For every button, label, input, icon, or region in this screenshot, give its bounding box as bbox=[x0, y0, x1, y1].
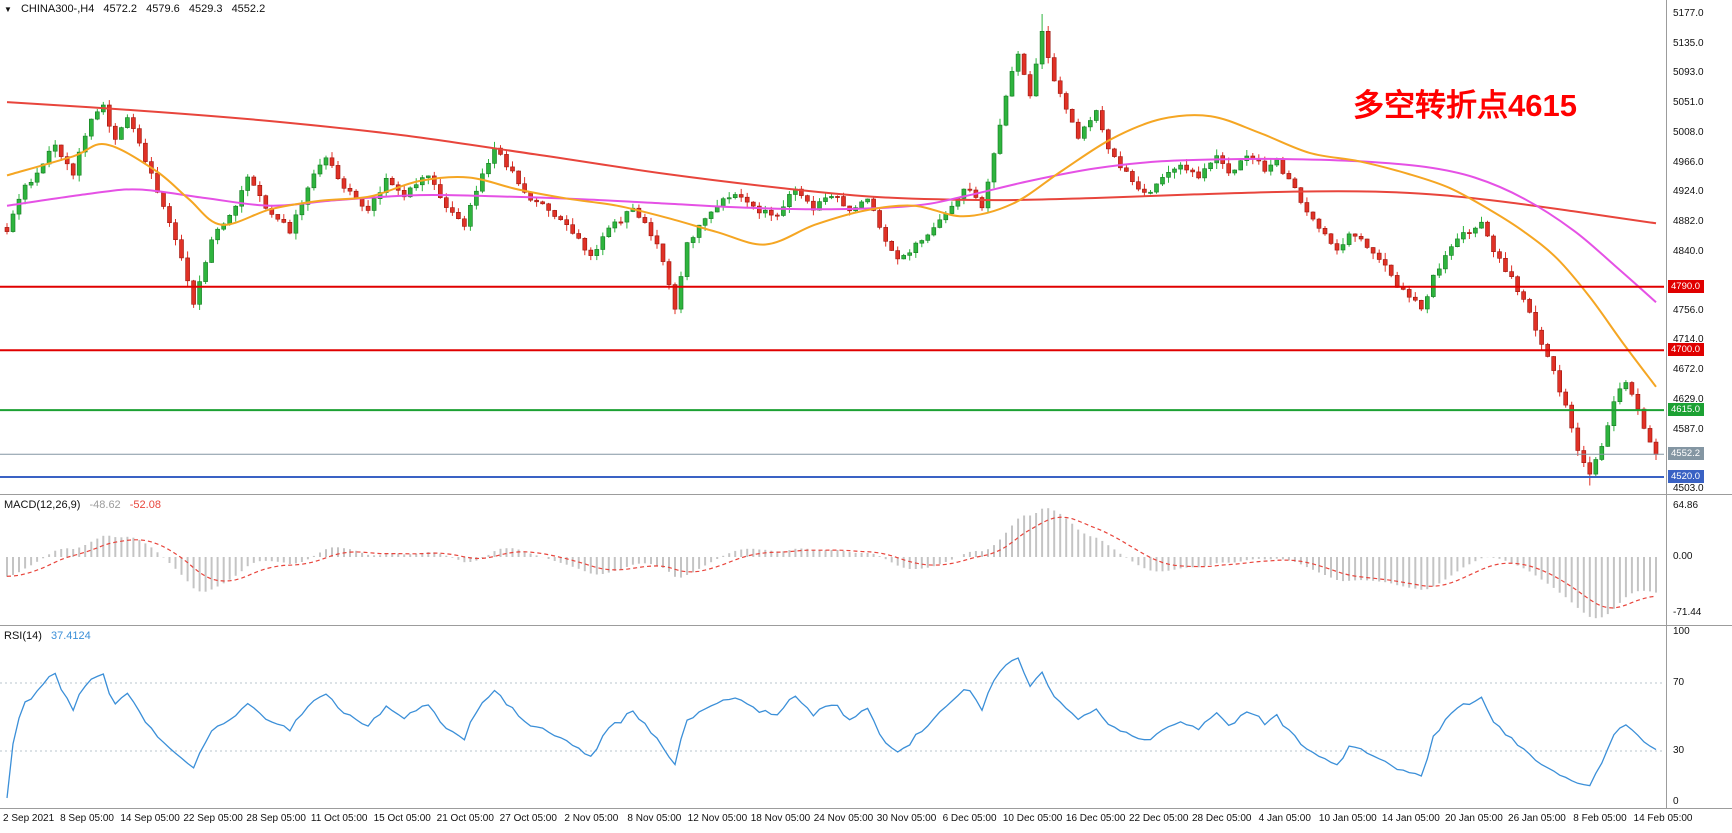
macd-signal-value: -52.08 bbox=[129, 499, 161, 511]
macd-axis-tick: 64.86 bbox=[1673, 499, 1699, 511]
price-badge: 4520.0 bbox=[1668, 470, 1705, 484]
time-axis[interactable]: 2 Sep 2021 8 Sep 05:00 14 Sep 05:00 22 Sep … bbox=[0, 809, 1732, 833]
date-label: 26 Jan 05:00 bbox=[1508, 813, 1566, 824]
price-tick: 5051.0 bbox=[1673, 96, 1704, 108]
macd-rsi-divider bbox=[0, 625, 1732, 626]
date-label: 15 Oct 05:00 bbox=[373, 813, 431, 824]
date-label: 14 Jan 05:00 bbox=[1381, 813, 1440, 824]
rsi-value: 37.4124 bbox=[50, 630, 91, 642]
macd-histogram bbox=[6, 508, 1657, 619]
price-tick: 5177.0 bbox=[1673, 8, 1704, 20]
price-tick: 4587.0 bbox=[1673, 423, 1704, 435]
rsi-line bbox=[6, 657, 1657, 799]
candlestick-series bbox=[4, 14, 1659, 486]
macd-panel-canvas[interactable] bbox=[0, 495, 1664, 625]
date-label: 8 Sep 05:00 bbox=[60, 813, 114, 824]
price-tick: 4629.0 bbox=[1673, 394, 1704, 406]
price-badge: 4700.0 bbox=[1668, 343, 1705, 357]
date-label: 10 Jan 05:00 bbox=[1318, 813, 1377, 824]
price-tick: 4966.0 bbox=[1673, 156, 1704, 168]
date-label: 2 Sep 2021 bbox=[3, 813, 55, 824]
date-label: 30 Nov 05:00 bbox=[876, 813, 937, 824]
ohlc-low: 4529.3 bbox=[188, 3, 223, 15]
rsi-axis-tick: 70 bbox=[1673, 677, 1685, 688]
symbol-dropdown-icon[interactable]: ▼ bbox=[4, 5, 12, 14]
price-tick: 4840.0 bbox=[1673, 245, 1704, 257]
main-chart-canvas[interactable] bbox=[0, 0, 1664, 494]
macd-axis-tick: 0.00 bbox=[1673, 551, 1693, 562]
rsi-axis-tick: 30 bbox=[1673, 745, 1685, 756]
rsi-label: RSI(14) bbox=[4, 630, 42, 642]
date-label: 22 Dec 05:00 bbox=[1128, 813, 1189, 824]
rsi-axis-tick: 0 bbox=[1673, 796, 1679, 807]
price-tick: 5008.0 bbox=[1673, 127, 1704, 139]
price-axis[interactable]: 5177.0 5135.0 5093.0 5051.0 5008.0 4966.0 4924… bbox=[1667, 0, 1732, 808]
date-label: 27 Oct 05:00 bbox=[499, 813, 557, 824]
price-tick: 4756.0 bbox=[1673, 304, 1704, 316]
ohlc-open: 4572.2 bbox=[103, 3, 138, 15]
symbol-timeframe-label: CHINA300-,H4 bbox=[20, 3, 95, 15]
ma-fast-line bbox=[6, 114, 1657, 388]
date-label: 28 Dec 05:00 bbox=[1191, 813, 1252, 824]
date-label: 21 Oct 05:00 bbox=[436, 813, 494, 824]
date-label: 16 Dec 05:00 bbox=[1065, 813, 1126, 824]
rsi-axis-tick: 100 bbox=[1673, 626, 1690, 637]
price-tick: 4882.0 bbox=[1673, 215, 1704, 227]
date-label: 8 Nov 05:00 bbox=[627, 813, 682, 824]
macd-axis-tick: -71.44 bbox=[1673, 607, 1702, 619]
date-label: 12 Nov 05:00 bbox=[687, 813, 748, 824]
date-label: 11 Oct 05:00 bbox=[310, 813, 368, 824]
date-label: 2 Nov 05:00 bbox=[564, 813, 619, 824]
date-label: 8 Feb 05:00 bbox=[1573, 813, 1627, 824]
macd-main-value: -48.62 bbox=[89, 499, 121, 511]
rsi-timeaxis-divider bbox=[0, 808, 1732, 809]
price-tick: 5135.0 bbox=[1673, 37, 1704, 49]
date-label: 24 Nov 05:00 bbox=[813, 813, 874, 824]
date-label: 14 Feb 05:00 bbox=[1633, 813, 1693, 824]
price-tick: 4924.0 bbox=[1673, 186, 1704, 198]
date-label: 4 Jan 05:00 bbox=[1258, 813, 1311, 824]
price-tick: 4714.0 bbox=[1673, 334, 1704, 346]
price-tick: 5093.0 bbox=[1673, 67, 1704, 79]
annotation-text[interactable]: 多空转折点4615 bbox=[1353, 88, 1577, 123]
date-label: 6 Dec 05:00 bbox=[942, 813, 997, 824]
ma-slow-line bbox=[6, 101, 1657, 225]
ohlc-close: 4552.2 bbox=[231, 3, 266, 15]
date-label: 20 Jan 05:00 bbox=[1444, 813, 1503, 824]
date-label: 10 Dec 05:00 bbox=[1002, 813, 1063, 824]
macd-label: MACD(12,26,9) bbox=[4, 499, 81, 511]
main-chart-legend: ▼ CHINA300-,H4 4572.2 4579.6 4529.3 4552… bbox=[4, 3, 271, 15]
date-label: 14 Sep 05:00 bbox=[120, 813, 180, 824]
price-axis-divider bbox=[1666, 0, 1667, 808]
price-badge: 4552.2 bbox=[1668, 447, 1705, 461]
price-tick: 4503.0 bbox=[1673, 482, 1704, 494]
rsi-legend: RSI(14) 37.4124 bbox=[4, 630, 97, 642]
price-badge: 4615.0 bbox=[1668, 403, 1705, 417]
date-label: 22 Sep 05:00 bbox=[183, 813, 243, 824]
main-macd-divider bbox=[0, 494, 1732, 495]
ohlc-high: 4579.6 bbox=[146, 3, 180, 15]
price-badge: 4790.0 bbox=[1668, 279, 1705, 293]
date-label: 18 Nov 05:00 bbox=[750, 813, 811, 824]
rsi-panel-canvas[interactable] bbox=[0, 626, 1664, 808]
macd-legend: MACD(12,26,9) -48.62 -52.08 bbox=[4, 499, 167, 511]
price-tick: 4672.0 bbox=[1673, 363, 1704, 375]
date-label: 28 Sep 05:00 bbox=[246, 813, 306, 824]
macd-signal-line bbox=[6, 516, 1657, 609]
